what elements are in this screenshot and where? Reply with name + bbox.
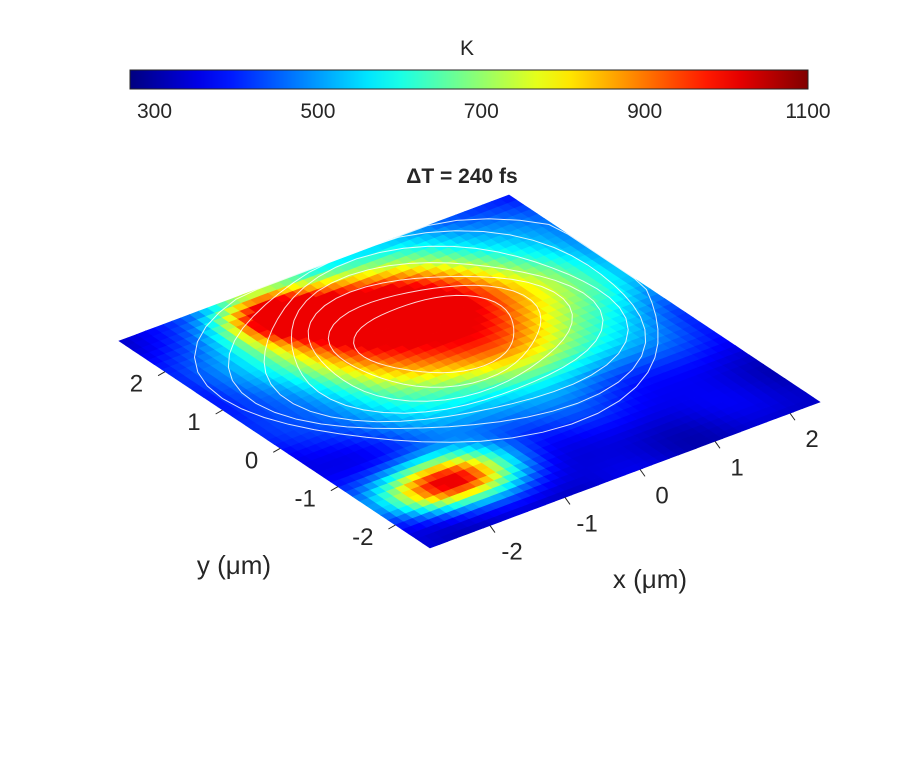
x-tick-label: 2 <box>805 426 818 453</box>
contour-line <box>263 245 629 423</box>
contour-line <box>307 275 573 402</box>
x-tick-mark <box>564 497 571 505</box>
colorbar-tick-label: 500 <box>300 100 335 123</box>
y-tick-mark <box>330 486 339 492</box>
colorbar-tick-label: 900 <box>627 100 662 123</box>
x-tick-mark <box>639 469 646 477</box>
y-tick-mark <box>157 371 166 377</box>
contour-line <box>353 294 515 374</box>
colorbar-label: K <box>460 37 474 60</box>
x-tick-mark <box>489 525 496 533</box>
y-axis-ticks: -2 -1 0 1 2 <box>130 371 396 551</box>
x-tick-mark <box>714 441 721 449</box>
chart-title: ΔT = 240 fs <box>406 165 517 188</box>
colorbar-tick-label: 1100 <box>785 100 830 123</box>
heatmap-cell <box>499 194 517 204</box>
y-tick-mark <box>388 524 396 530</box>
colorbar-ticks: 300 500 700 900 1100 <box>137 100 831 123</box>
x-tick-label: -2 <box>501 539 522 566</box>
x-axis-ticks: -2 -1 0 1 2 <box>489 412 819 566</box>
x-axis-label: x (μm) <box>613 564 687 594</box>
contour-lines <box>193 218 659 443</box>
y-tick-mark <box>273 447 281 453</box>
y-tick-label: 0 <box>245 447 258 474</box>
heatmap-surface <box>118 194 821 549</box>
contour-line <box>327 284 542 388</box>
contour-line <box>227 230 647 430</box>
y-tick-label: 2 <box>130 371 143 398</box>
colorbar-tick-label: 700 <box>464 100 499 123</box>
y-axis-label: y (μm) <box>197 550 271 580</box>
y-tick-label: 1 <box>187 409 200 436</box>
colorbar-bar <box>129 69 809 90</box>
x-tick-label: -1 <box>576 510 597 537</box>
y-tick-mark <box>215 409 223 415</box>
x-tick-label: 0 <box>655 482 668 509</box>
colorbar: K 300 500 700 900 1100 <box>129 37 831 123</box>
contour-line <box>290 262 604 414</box>
y-tick-label: -2 <box>352 524 373 551</box>
y-tick-label: -1 <box>295 486 316 513</box>
x-tick-mark <box>789 412 796 421</box>
x-tick-label: 1 <box>730 454 743 481</box>
colorbar-tick-label: 300 <box>137 100 172 123</box>
contour-line <box>193 218 659 443</box>
